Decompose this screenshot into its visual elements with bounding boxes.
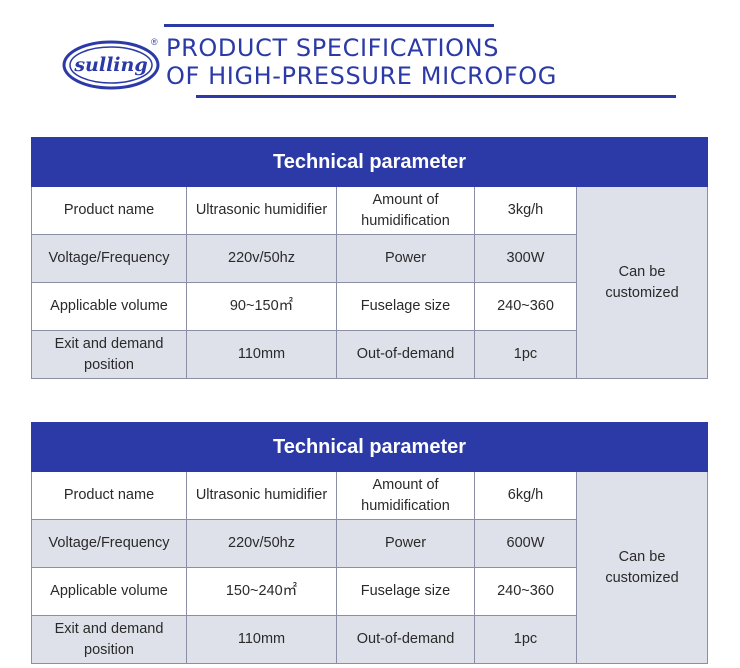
table-cell: Product name (31, 186, 187, 235)
table-row: Exit and demand position 110mm Out-of-de… (31, 615, 708, 664)
table-cell: 600W (474, 519, 577, 568)
registered-mark: ® (151, 37, 158, 47)
table-cell: Power (336, 519, 475, 568)
table-cell: Exit and demand position (31, 330, 187, 379)
table-cell: 1pc (474, 330, 577, 379)
table-cell: 240~360 (474, 282, 577, 331)
table-cell: Amount of humidification (336, 186, 475, 235)
table-cell: Product name (31, 471, 187, 520)
table-cell: Applicable volume (31, 567, 187, 616)
customizable-note: Can be customized (575, 186, 709, 379)
table-cell: 220v/50hz (186, 234, 337, 283)
table-cell: 220v/50hz (186, 519, 337, 568)
table-cell: 110mm (186, 330, 337, 379)
table-cell: Ultrasonic humidifier (186, 186, 337, 235)
table-cell: 150~240㎡ (186, 567, 337, 616)
table-cell: Fuselage size (336, 282, 475, 331)
table-cell: 110mm (186, 615, 337, 664)
table-cell: Exit and demand position (31, 615, 187, 664)
table-cell: Voltage/Frequency (31, 519, 187, 568)
table-cell: Ultrasonic humidifier (186, 471, 337, 520)
table-row: Exit and demand position 110mm Out-of-de… (31, 330, 708, 379)
header-rule-top (164, 24, 494, 27)
table-cell: 90~150㎡ (186, 282, 337, 331)
customizable-note: Can be customized (575, 471, 709, 664)
logo-text: sulling (73, 54, 147, 76)
table-title-row: Technical parameter (30, 137, 709, 187)
table-row: Applicable volume 150~240㎡ Fuselage size… (31, 567, 708, 616)
page-title: PRODUCT SPECIFICATIONS OF HIGH-PRESSURE … (166, 34, 557, 90)
header-rule-bottom (196, 95, 676, 98)
table-cell: Voltage/Frequency (31, 234, 187, 283)
table-row: Voltage/Frequency 220v/50hz Power 600W (31, 519, 708, 568)
table-cell: Fuselage size (336, 567, 475, 616)
table-cell: 6kg/h (474, 471, 577, 520)
page-title-line1: PRODUCT SPECIFICATIONS (166, 34, 500, 62)
table-cell: Amount of humidification (336, 471, 475, 520)
spec-table-1: Technical parameter Product name Ultraso… (30, 137, 709, 379)
table-cell: 3kg/h (474, 186, 577, 235)
table-row: Product name Ultrasonic humidifier Amoun… (31, 471, 709, 664)
table-title-row: Technical parameter (30, 422, 709, 472)
brand-logo: sulling (62, 40, 160, 90)
page-title-line2: OF HIGH-PRESSURE MICROFOG (166, 62, 557, 90)
table-title: Technical parameter (30, 137, 709, 187)
table-row: Voltage/Frequency 220v/50hz Power 300W (31, 234, 708, 283)
table-cell: 1pc (474, 615, 577, 664)
table-row: Product name Ultrasonic humidifier Amoun… (31, 186, 709, 379)
table-row: Applicable volume 90~150㎡ Fuselage size … (31, 282, 708, 331)
table-cell: Out-of-demand (336, 330, 475, 379)
spec-table-2: Technical parameter Product name Ultraso… (30, 422, 709, 664)
table-cell: 240~360 (474, 567, 577, 616)
table-cell: Applicable volume (31, 282, 187, 331)
table-cell: 300W (474, 234, 577, 283)
table-cell: Out-of-demand (336, 615, 475, 664)
table-cell: Power (336, 234, 475, 283)
table-title: Technical parameter (30, 422, 709, 472)
